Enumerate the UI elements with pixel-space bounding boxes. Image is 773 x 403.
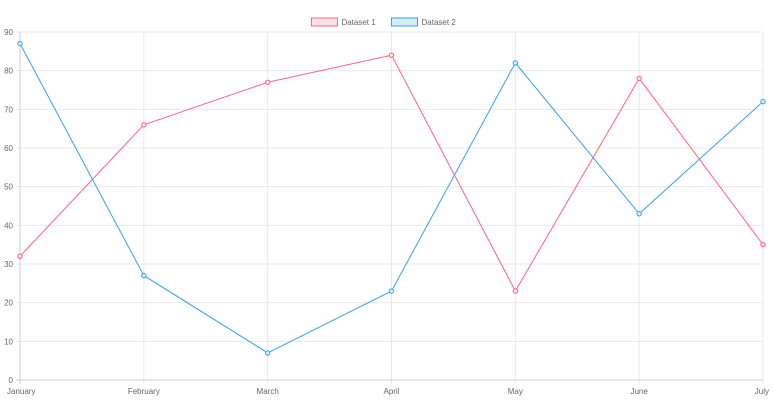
data-point[interactable] <box>636 211 642 217</box>
y-tick-label: 0 <box>9 376 14 385</box>
data-point[interactable] <box>17 40 23 47</box>
y-tick-label: 40 <box>4 221 13 230</box>
series-layer <box>17 40 766 356</box>
data-point[interactable] <box>512 288 519 294</box>
data-point[interactable] <box>141 272 147 279</box>
legend-item[interactable]: Dataset 1 <box>310 17 376 27</box>
data-point[interactable] <box>388 52 395 58</box>
legend-swatch <box>310 17 338 27</box>
legend-label: Dataset 2 <box>422 18 457 27</box>
legend-item[interactable]: Dataset 2 <box>391 17 457 27</box>
y-tick-label: 70 <box>4 105 13 114</box>
legend-label: Dataset 1 <box>341 18 376 27</box>
x-tick-label: April <box>383 387 399 396</box>
data-point[interactable] <box>17 253 23 259</box>
data-point[interactable] <box>264 79 271 85</box>
x-axis-ticks: January February March April May June July <box>7 387 769 396</box>
data-point[interactable] <box>760 98 766 105</box>
x-tick-label: March <box>257 387 279 396</box>
y-tick-label: 60 <box>4 144 13 153</box>
grid-lines <box>16 31 764 384</box>
series-2 <box>17 40 766 356</box>
x-tick-label: February <box>128 387 160 396</box>
data-point[interactable] <box>264 350 271 356</box>
x-tick-label: May <box>508 387 523 396</box>
x-tick-label: July <box>755 387 769 396</box>
y-tick-label: 90 <box>4 28 13 37</box>
y-axis-ticks: 0 10 20 30 40 50 60 70 80 90 <box>4 28 13 385</box>
y-tick-label: 20 <box>4 299 13 308</box>
series-1 <box>17 52 766 294</box>
legend: Dataset 1 Dataset 2 <box>310 17 457 27</box>
data-point[interactable] <box>760 241 766 248</box>
data-point[interactable] <box>388 288 395 294</box>
data-point[interactable] <box>636 75 642 82</box>
legend-swatch <box>391 17 418 27</box>
y-tick-label: 80 <box>4 67 13 76</box>
data-point[interactable] <box>512 60 519 66</box>
y-tick-label: 30 <box>4 260 13 269</box>
y-tick-label: 50 <box>4 183 13 192</box>
y-tick-label: 10 <box>4 337 13 346</box>
x-tick-label: June <box>630 387 648 396</box>
axes <box>19 32 763 381</box>
x-tick-label: January <box>7 387 35 396</box>
data-point[interactable] <box>141 122 147 128</box>
